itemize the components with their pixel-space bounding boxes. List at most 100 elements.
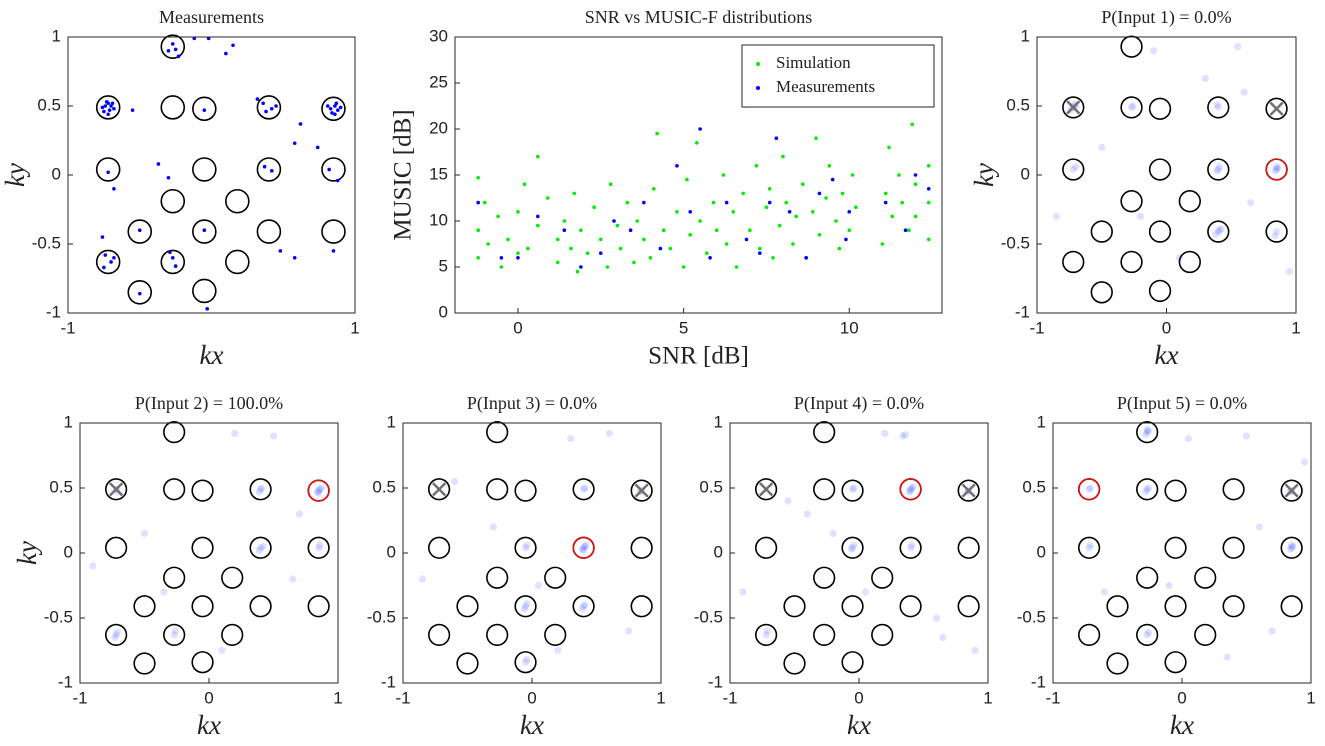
reference-ring	[1194, 566, 1217, 589]
point	[830, 177, 835, 182]
reference-ring	[1090, 220, 1113, 243]
x-tick-label: 0	[204, 688, 213, 707]
reference-ring	[1106, 652, 1129, 675]
point	[890, 214, 895, 219]
reference-ring	[307, 479, 330, 502]
reference-ring	[1062, 250, 1085, 274]
density-point	[1086, 541, 1095, 549]
point	[635, 219, 640, 223]
y-tick-label: -0.5	[1001, 233, 1030, 252]
density-point	[1286, 545, 1294, 553]
point	[661, 228, 666, 232]
x-axis-label: kx	[847, 710, 871, 740]
reference-ring	[1120, 250, 1143, 274]
chart-title: P(Input 5) = 0.0%	[1117, 393, 1247, 414]
density-point	[1242, 432, 1251, 440]
density-point	[578, 545, 586, 553]
point	[632, 260, 636, 265]
point	[907, 228, 911, 232]
reference-ring	[160, 249, 186, 275]
density-point	[315, 487, 323, 495]
density-point	[850, 484, 858, 492]
point	[744, 237, 749, 242]
y-tick-label: 0	[52, 164, 61, 183]
point	[486, 242, 490, 246]
reference-ring	[1148, 220, 1172, 243]
reference-ring	[630, 595, 653, 618]
cross-mark	[961, 483, 976, 498]
density-point	[1144, 484, 1153, 492]
point	[499, 255, 504, 260]
density-point	[581, 601, 589, 609]
point	[579, 265, 583, 269]
reference-ring	[871, 623, 894, 647]
reference-ring	[256, 95, 282, 120]
x-tick-label: 1	[350, 318, 359, 337]
density-point	[1288, 544, 1296, 552]
plot-area	[403, 423, 661, 683]
point	[338, 105, 343, 110]
density-point	[1214, 165, 1222, 174]
reference-ring	[127, 280, 153, 305]
reference-ring	[427, 478, 451, 501]
y-tick-label: 0.5	[1022, 477, 1046, 496]
point	[642, 200, 646, 205]
point	[483, 200, 487, 205]
reference-ring	[1207, 158, 1230, 181]
density-point	[295, 510, 303, 518]
y-tick-label: -1	[1031, 672, 1046, 691]
cross-mark	[1066, 100, 1081, 115]
reference-ring	[1164, 479, 1187, 502]
point	[224, 51, 228, 56]
point	[900, 200, 905, 205]
density-point	[160, 588, 168, 596]
y-tick-label: 1	[64, 412, 73, 431]
density-point	[581, 484, 589, 492]
point	[605, 265, 610, 269]
reference-ring	[105, 623, 128, 647]
reference-ring	[841, 536, 864, 559]
point	[327, 167, 331, 172]
point	[883, 200, 888, 205]
point	[536, 214, 540, 219]
point	[801, 182, 805, 186]
point	[903, 228, 908, 232]
point	[109, 260, 113, 264]
density-point	[1165, 581, 1173, 590]
point	[499, 265, 504, 269]
point	[585, 251, 590, 255]
reference-ring	[1207, 220, 1230, 243]
point	[572, 191, 577, 196]
reference-ring	[105, 536, 128, 559]
reference-ring	[1280, 536, 1303, 559]
reference-ring	[95, 249, 121, 275]
density-point	[567, 435, 575, 443]
point	[618, 246, 623, 251]
point	[926, 187, 931, 191]
point	[724, 242, 729, 246]
density-point	[521, 658, 530, 666]
density-point	[803, 510, 812, 518]
point	[516, 210, 520, 214]
density-point	[523, 541, 531, 549]
cross-mark	[1269, 101, 1284, 116]
cross-mark	[432, 482, 447, 497]
x-tick-label: 10	[840, 318, 859, 337]
point	[655, 131, 659, 136]
point	[854, 205, 858, 209]
point	[592, 205, 596, 209]
point	[476, 228, 480, 232]
plot-area	[730, 423, 988, 683]
point	[106, 170, 110, 175]
density-point	[171, 627, 180, 635]
point	[837, 246, 842, 251]
density-point	[939, 633, 947, 642]
density-point	[1085, 485, 1093, 493]
point	[130, 108, 135, 112]
point	[612, 219, 616, 223]
point	[476, 175, 480, 180]
point	[880, 242, 885, 246]
density-point	[1240, 88, 1248, 96]
reference-ring	[813, 478, 836, 501]
point	[202, 228, 207, 232]
